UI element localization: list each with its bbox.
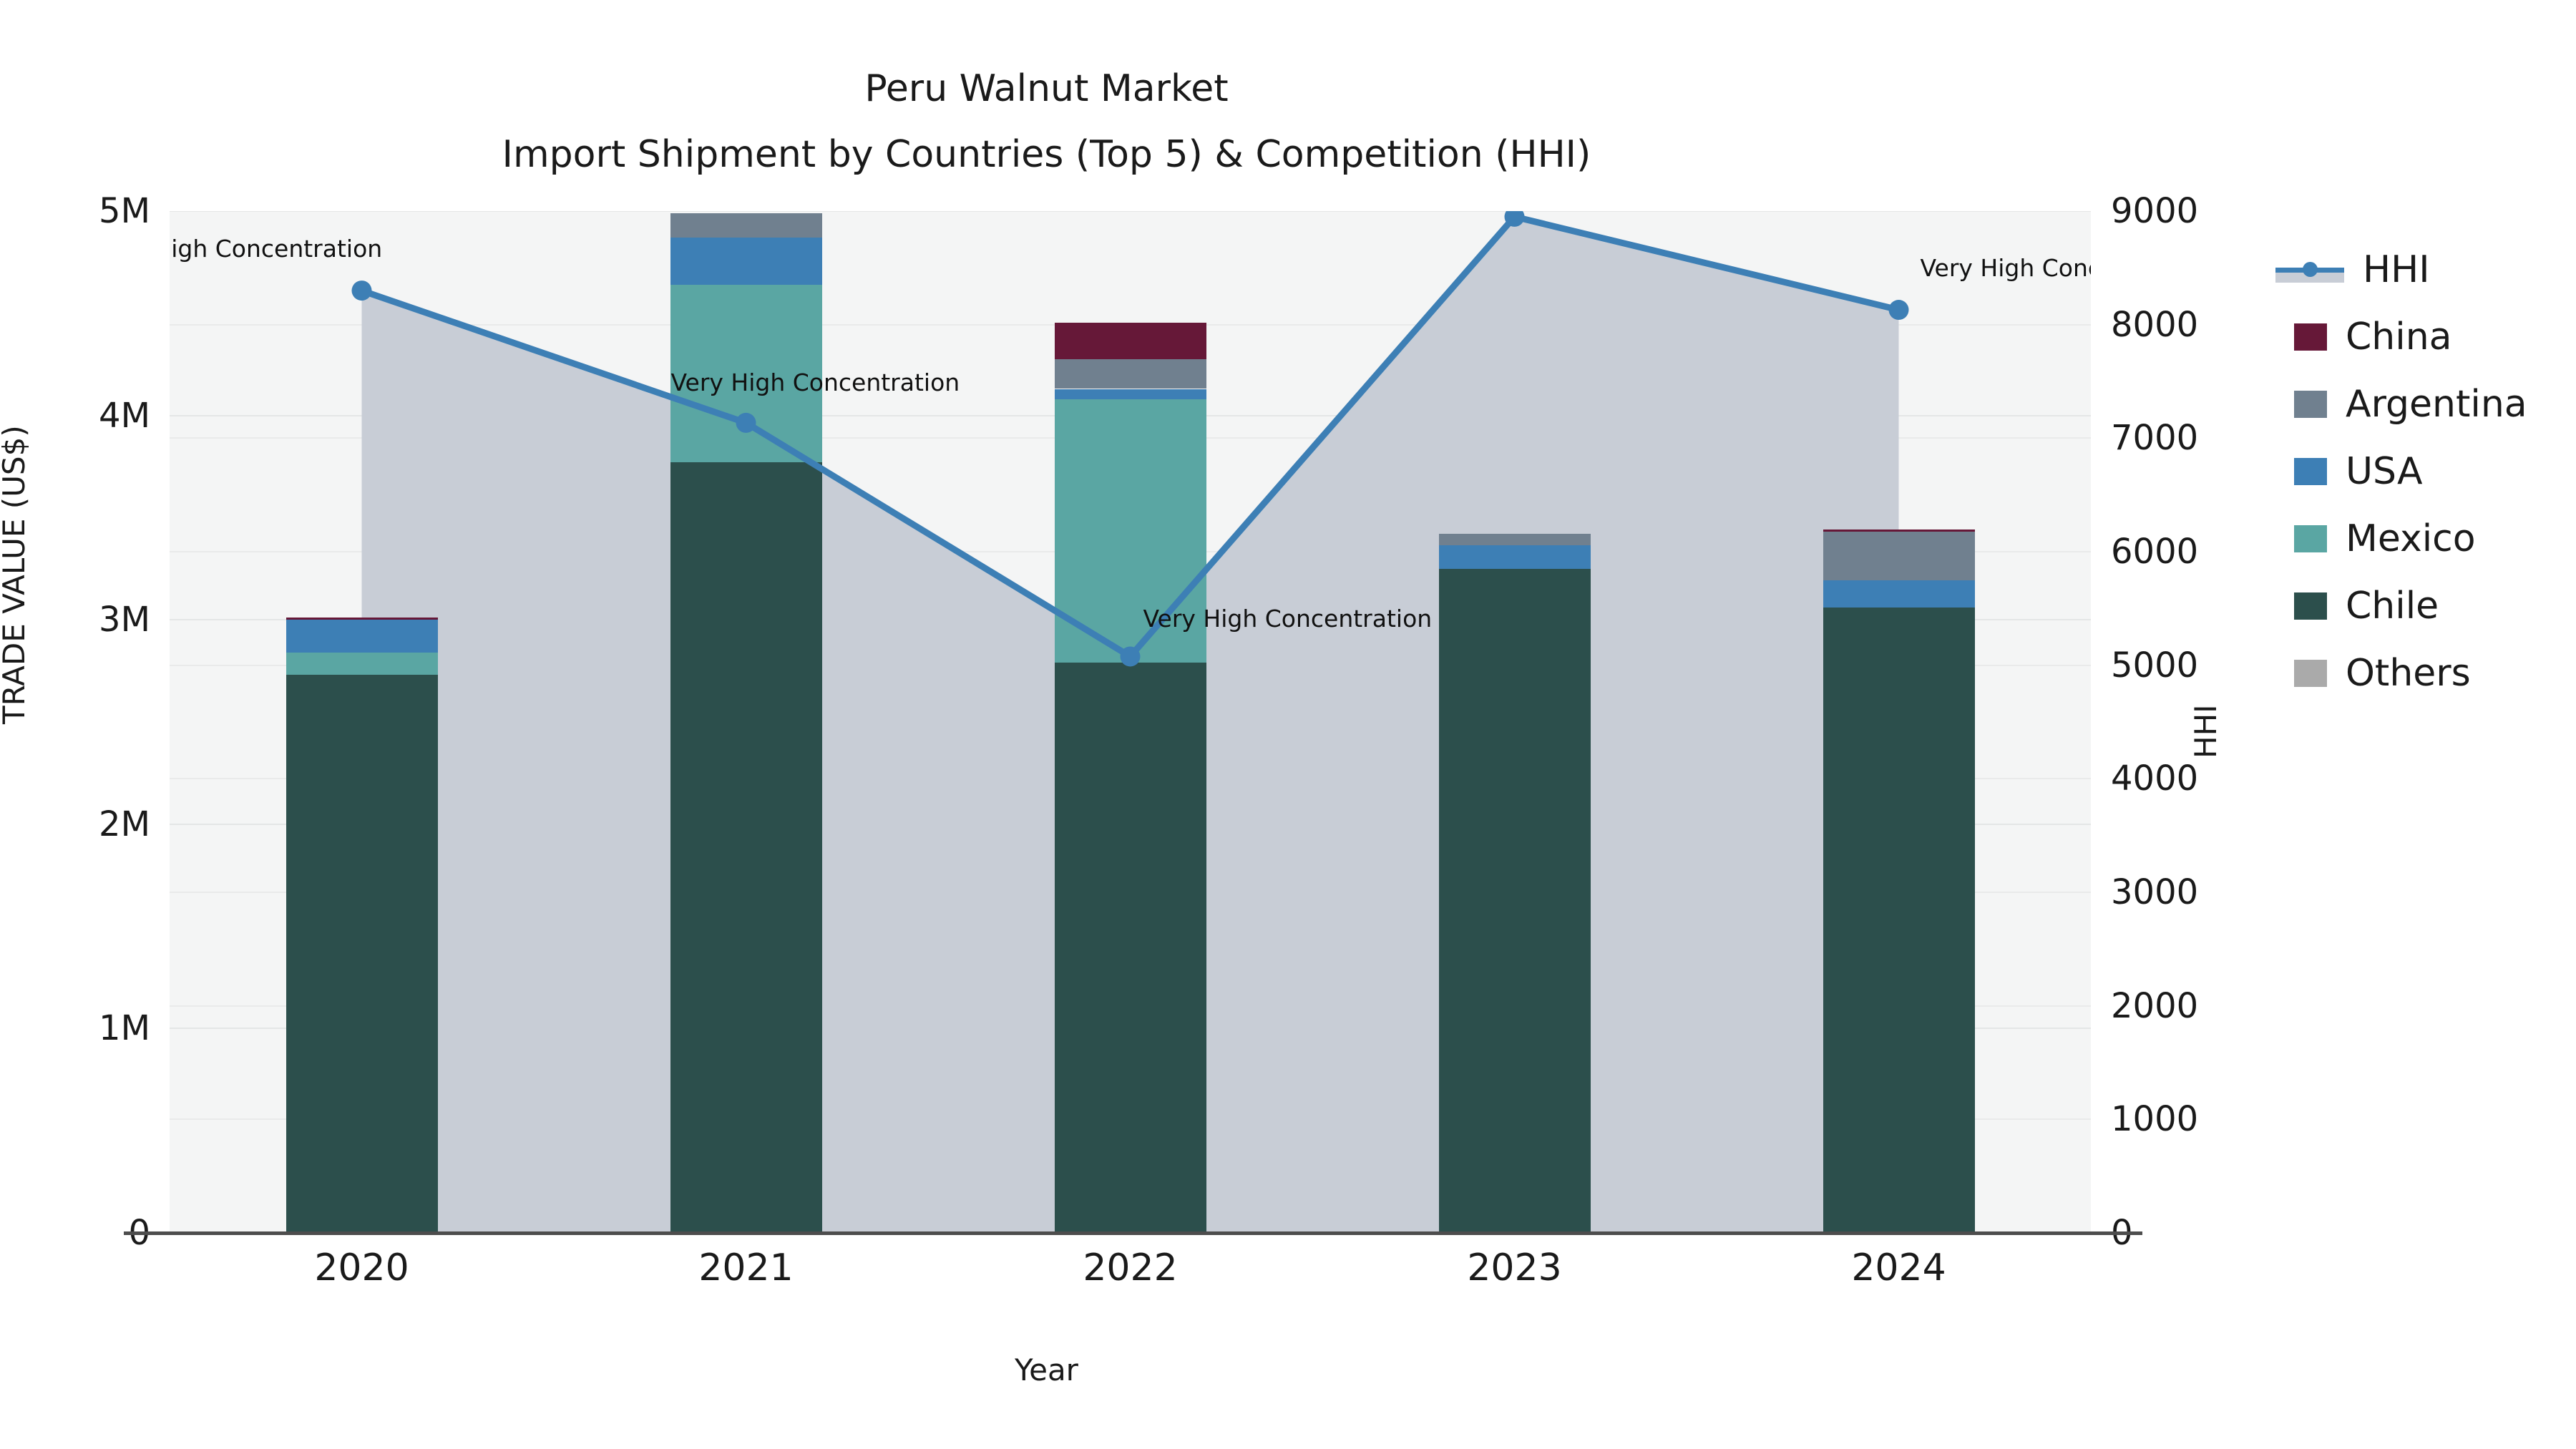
legend-label: Mexico: [2346, 517, 2476, 560]
x-tick-2023: 2023: [1467, 1246, 1562, 1289]
y-tick-right: 3000: [2111, 872, 2199, 912]
hhi-point-2020[interactable]: [351, 280, 372, 301]
legend-label: Chile: [2346, 585, 2439, 628]
legend-item-usa[interactable]: USA: [2275, 438, 2527, 505]
annotation-2024: Very High Concentration: [1920, 254, 2092, 283]
bar-segment-usa[interactable]: [286, 620, 438, 653]
bar-segment-china[interactable]: [1823, 529, 1975, 532]
legend-item-hhi[interactable]: HHI: [2275, 236, 2527, 303]
legend-area-swatch: [2275, 273, 2344, 283]
legend-swatch-mexico: [2294, 525, 2327, 552]
bar-segment-china[interactable]: [1054, 322, 1206, 360]
bar-segment-usa[interactable]: [1054, 389, 1206, 399]
bar-segment-argentina[interactable]: [1438, 534, 1591, 545]
y-axis-label-right: HHI: [2188, 704, 2223, 758]
y-tick-right: 2000: [2111, 985, 2199, 1026]
legend-label: Argentina: [2346, 383, 2527, 426]
bar-2020[interactable]: [286, 618, 438, 1233]
y-tick-right: 4000: [2111, 758, 2199, 799]
y-tick-right: 1000: [2111, 1099, 2199, 1140]
bar-segment-argentina[interactable]: [1054, 359, 1206, 389]
annotation-2021: Very High Concentration: [670, 368, 960, 396]
bar-segment-argentina[interactable]: [670, 213, 822, 238]
hhi-line: [351, 211, 1909, 667]
legend-item-argentina[interactable]: Argentina: [2275, 371, 2527, 438]
y-tick-right: 6000: [2111, 532, 2199, 572]
legend-swatch-argentina: [2294, 391, 2327, 418]
y-tick-left: 2M: [99, 804, 150, 844]
y-tick-right: 5000: [2111, 645, 2199, 686]
y-tick-right: 9000: [2111, 191, 2199, 231]
bar-segment-usa[interactable]: [1438, 545, 1591, 569]
legend-label: China: [2346, 316, 2452, 358]
bar-segment-chile[interactable]: [286, 675, 438, 1233]
x-tick-2022: 2022: [1083, 1246, 1178, 1289]
legend-item-china[interactable]: China: [2275, 303, 2527, 371]
bar-segment-mexico[interactable]: [286, 652, 438, 675]
annotation-2020: Very High Concentration: [170, 235, 383, 263]
bar-2023[interactable]: [1438, 534, 1591, 1233]
legend-label: Others: [2346, 652, 2471, 695]
bar-segment-chile[interactable]: [670, 462, 822, 1233]
hhi-point-2021[interactable]: [736, 412, 756, 433]
legend-marker-dot-icon: [2303, 262, 2318, 277]
plot-area: Very High Concentration Very High Concent…: [170, 211, 2091, 1233]
y-tick-right: 7000: [2111, 418, 2199, 459]
hhi-point-2022[interactable]: [1120, 646, 1141, 667]
x-tick-2021: 2021: [698, 1246, 794, 1289]
x-tick-2020: 2020: [314, 1246, 409, 1289]
bar-2022[interactable]: [1054, 322, 1206, 1233]
hhi-point-2023[interactable]: [1504, 211, 1525, 227]
y-tick-right: 8000: [2111, 304, 2199, 345]
chart-title-block: Peru Walnut Market Import Shipment by Co…: [0, 56, 2093, 187]
legend-item-chile[interactable]: Chile: [2275, 572, 2527, 640]
bar-segment-argentina[interactable]: [1823, 532, 1975, 580]
gridline: [170, 211, 2091, 212]
x-tick-2024: 2024: [1851, 1246, 1946, 1289]
bar-segment-chile[interactable]: [1823, 608, 1975, 1233]
x-axis-label: Year: [1015, 1352, 1078, 1387]
legend-line-key-icon: [2275, 253, 2344, 286]
y-axis-label-left: TRADE VALUE (US$): [0, 425, 31, 724]
y-tick-left: 1M: [99, 1008, 150, 1049]
y-tick-left: 4M: [99, 395, 150, 436]
bar-2024[interactable]: [1823, 529, 1975, 1233]
x-axis-line: [124, 1231, 2142, 1235]
y-tick-left: 5M: [99, 191, 150, 231]
bar-segment-chile[interactable]: [1054, 663, 1206, 1233]
legend-item-mexico[interactable]: Mexico: [2275, 505, 2527, 572]
chart-title: Peru Walnut Market: [864, 67, 1229, 110]
legend-swatch-chile: [2294, 592, 2327, 620]
legend: HHI China Argentina USA Mexico Chile Others: [2275, 236, 2527, 707]
bar-segment-china[interactable]: [286, 618, 438, 620]
chart-subtitle: Import Shipment by Countries (Top 5) & C…: [502, 133, 1591, 176]
legend-swatch-china: [2294, 323, 2327, 351]
hhi-point-2024[interactable]: [1888, 300, 1909, 321]
legend-item-others[interactable]: Others: [2275, 640, 2527, 707]
bar-segment-usa[interactable]: [1823, 580, 1975, 608]
annotation-2022: Very High Concentration: [1143, 605, 1433, 633]
bar-segment-usa[interactable]: [670, 238, 822, 285]
legend-label: USA: [2346, 450, 2423, 493]
bar-segment-mexico[interactable]: [1054, 399, 1206, 663]
legend-swatch-others: [2294, 660, 2327, 687]
legend-label: HHI: [2363, 248, 2430, 291]
legend-swatch-usa: [2294, 458, 2327, 485]
bar-segment-chile[interactable]: [1438, 568, 1591, 1233]
y-tick-left: 3M: [99, 600, 150, 640]
